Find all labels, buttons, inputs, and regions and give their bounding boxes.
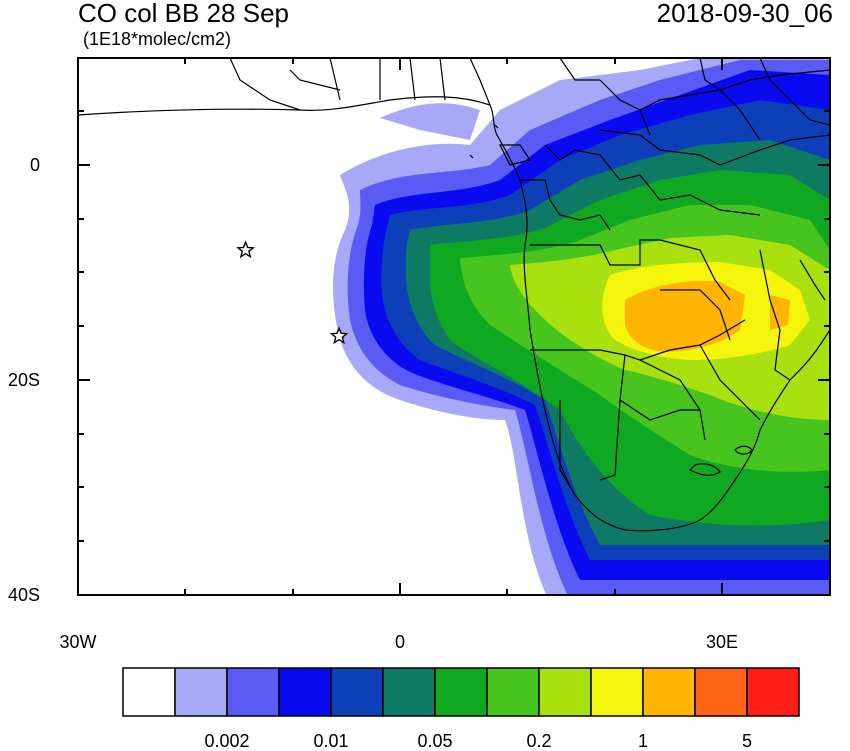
- colorbar-label: 0.2: [526, 731, 552, 751]
- colorbar-swatch: [538, 667, 592, 717]
- y-tick-label: 0: [29, 155, 40, 175]
- colorbar-swatch: [590, 667, 644, 717]
- colorbar-label: 0.002: [204, 731, 250, 751]
- y-tick-label: 40S: [7, 585, 40, 605]
- colorbar-swatch: [382, 667, 436, 717]
- colorbar-swatch: [278, 667, 332, 717]
- colorbar: [122, 667, 800, 717]
- coastlines: [78, 58, 830, 532]
- colorbar-label: 1: [637, 731, 648, 751]
- colorbar-swatch: [226, 667, 280, 717]
- colorbar-label: 0.05: [417, 731, 453, 751]
- datetime-label: 2018-09-30_06: [656, 0, 833, 28]
- colorbar-swatch: [174, 667, 228, 717]
- colorbar-swatch: [486, 667, 540, 717]
- star-marker: [236, 240, 256, 259]
- co-field: [333, 58, 830, 595]
- x-tick-label: 0: [394, 632, 405, 652]
- co-band-2b: [770, 295, 790, 330]
- colorbar-swatch: [642, 667, 696, 717]
- colorbar-swatch: [434, 667, 488, 717]
- colorbar-label: 5: [741, 731, 752, 751]
- x-tick-label: 30E: [705, 632, 739, 652]
- axis-ticks: [78, 57, 830, 595]
- x-tick-label: 30W: [59, 632, 97, 652]
- colorbar-label: 0.01: [313, 731, 349, 751]
- y-tick-label: 20S: [7, 370, 40, 390]
- map-title: CO col BB 28 Sep: [78, 0, 289, 28]
- colorbar-swatch: [694, 667, 748, 717]
- co-band-2: [625, 280, 745, 352]
- colorbar-swatch: [122, 667, 176, 717]
- colorbar-swatch: [746, 667, 800, 717]
- colorbar-swatch: [330, 667, 384, 717]
- co-band-0002b: [380, 103, 480, 140]
- star-marker: [329, 326, 349, 345]
- units-label: (1E18*molec/cm2): [83, 29, 232, 49]
- star-markers: [236, 240, 349, 345]
